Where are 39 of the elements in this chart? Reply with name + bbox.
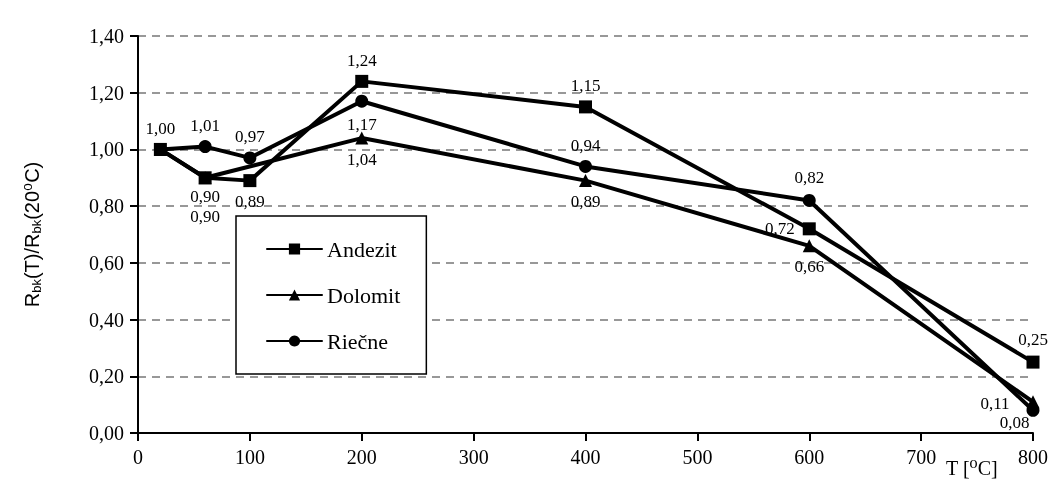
legend-label: Andezit: [327, 236, 397, 262]
data-label: 1,15: [570, 76, 601, 96]
data-label: 0,82: [794, 167, 825, 187]
data-label: 1,01: [190, 116, 220, 136]
y-tick-label: 0,80: [89, 195, 124, 218]
data-label: 0,11: [980, 394, 1010, 414]
legend-label: Riečne: [327, 328, 389, 354]
y-tick-label: 1,00: [89, 138, 124, 161]
data-label: 1,00: [145, 118, 176, 138]
x-tick-label: 100: [234, 446, 265, 468]
data-label: 0,89: [570, 192, 601, 212]
data-label: 0,94: [570, 135, 601, 155]
data-label: 0,66: [794, 257, 825, 277]
data-label: 1,04: [346, 149, 378, 169]
x-tick-label: 600: [794, 446, 825, 468]
data-label: 0,90: [190, 207, 220, 227]
x-tick-label: 800: [1018, 446, 1048, 468]
x-tick-label: 300: [458, 446, 489, 468]
y-tick-label: 0,20: [89, 365, 124, 388]
data-label: 0,25: [1018, 329, 1048, 349]
y-tick-label: 0,60: [89, 251, 124, 274]
legend-label: Dolomit: [327, 282, 401, 308]
x-tick-label: 0: [133, 446, 143, 468]
data-label: 0,89: [235, 192, 265, 212]
x-tick-label: 200: [346, 446, 377, 468]
x-axis-title: T [⁰C]: [946, 457, 998, 479]
y-tick-label: 1,20: [89, 81, 124, 104]
data-label: 0,08: [999, 412, 1030, 432]
x-tick-label: 500: [682, 446, 713, 468]
y-tick-label: 0,00: [89, 422, 124, 444]
data-label: 1,24: [346, 50, 378, 70]
x-tick-label: 700: [906, 446, 937, 468]
y-tick-label: 1,40: [89, 25, 124, 47]
data-label: 0,97: [235, 127, 266, 147]
y-axis-title: Rbk(T)/Rbk(20⁰C): [20, 161, 44, 308]
data-label: 0,90: [190, 187, 220, 207]
data-label: 1,17: [346, 114, 378, 134]
x-tick-label: 400: [570, 446, 601, 468]
y-tick-label: 0,40: [89, 308, 124, 331]
